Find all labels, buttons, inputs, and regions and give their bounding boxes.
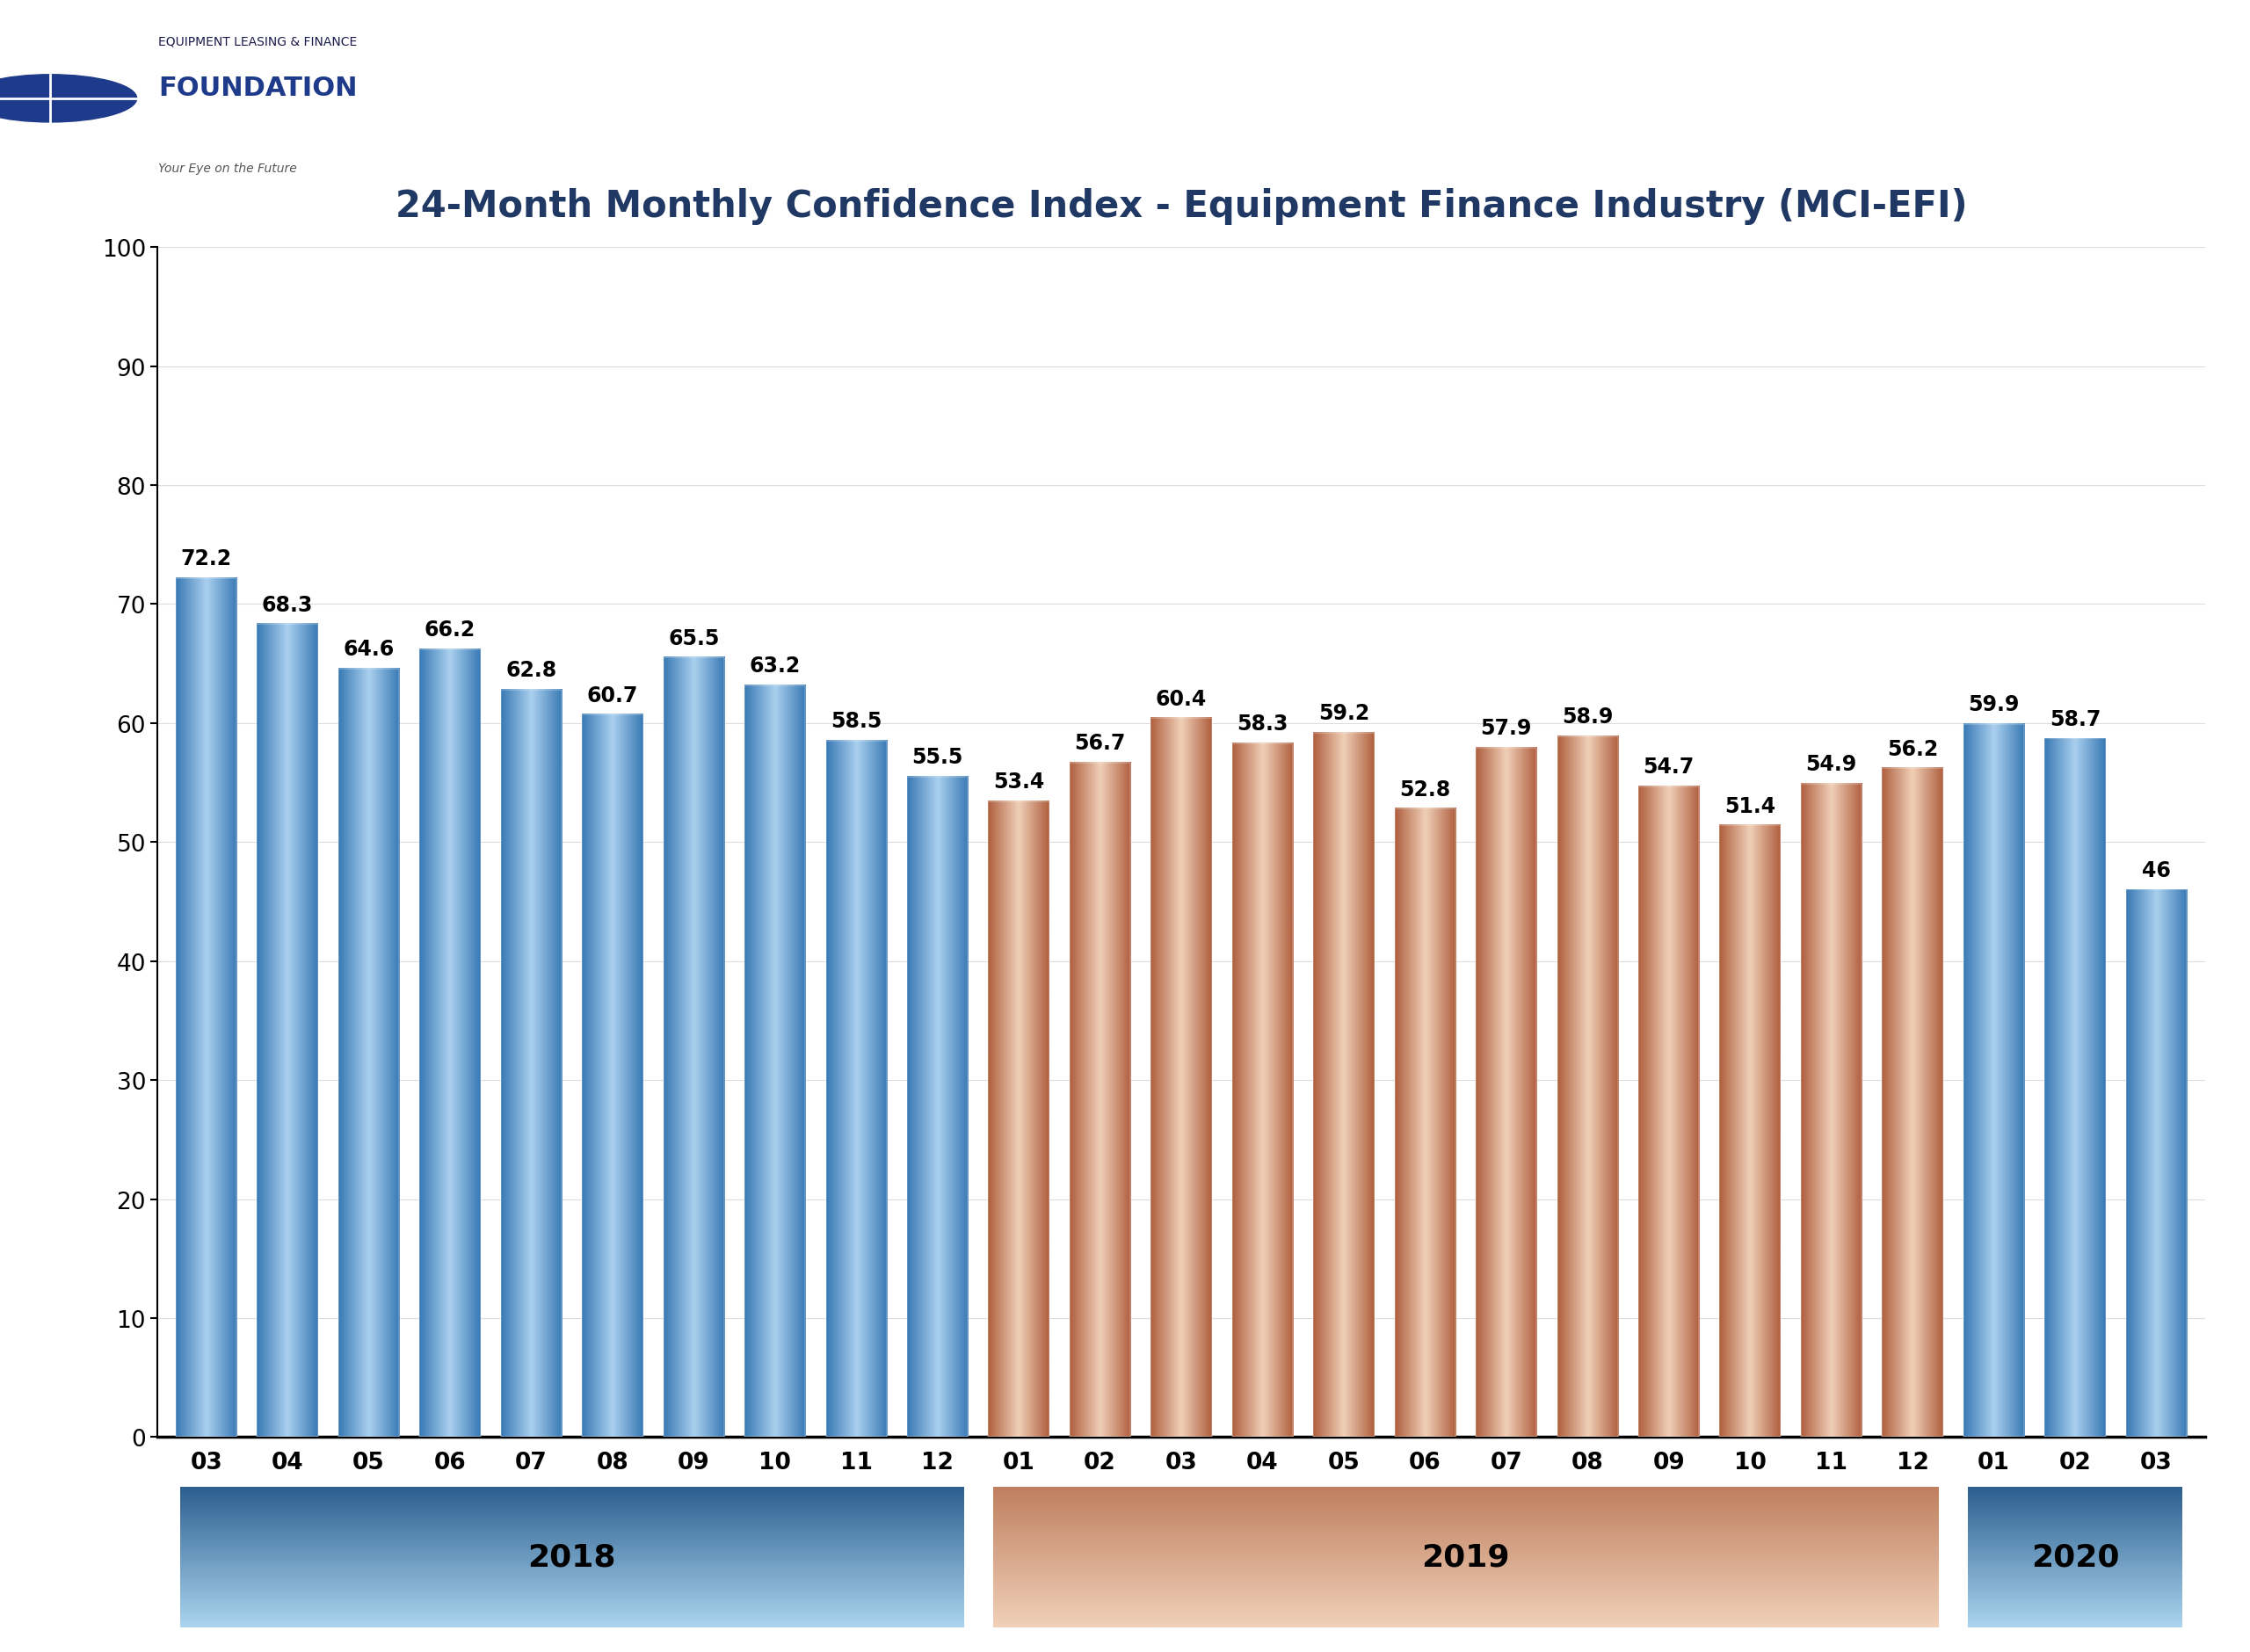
Text: FOUNDATION: FOUNDATION bbox=[158, 76, 358, 101]
Bar bbox=[338, 669, 398, 1437]
Bar bbox=[256, 624, 317, 1437]
Text: 60.7: 60.7 bbox=[587, 684, 639, 705]
Text: 52.8: 52.8 bbox=[1400, 778, 1451, 800]
Bar bbox=[1638, 786, 1699, 1437]
Text: 56.7: 56.7 bbox=[1073, 732, 1125, 753]
Bar bbox=[2126, 890, 2187, 1437]
Bar bbox=[418, 649, 481, 1437]
Bar bbox=[1314, 733, 1375, 1437]
Text: 68.3: 68.3 bbox=[261, 595, 313, 615]
Bar bbox=[1233, 743, 1294, 1437]
Title: 24-Month Monthly Confidence Index - Equipment Finance Industry (MCI-EFI): 24-Month Monthly Confidence Index - Equi… bbox=[396, 188, 1966, 225]
Bar bbox=[1557, 737, 1618, 1437]
Text: 2018: 2018 bbox=[529, 1541, 616, 1573]
Bar bbox=[1800, 785, 1861, 1437]
Bar bbox=[176, 578, 236, 1437]
Text: EQUIPMENT LEASING & FINANCE: EQUIPMENT LEASING & FINANCE bbox=[158, 36, 358, 48]
Text: 63.2: 63.2 bbox=[749, 654, 801, 676]
Bar bbox=[1881, 768, 1944, 1437]
Circle shape bbox=[0, 76, 137, 122]
Text: 2019: 2019 bbox=[1422, 1541, 1510, 1573]
Text: Your Eye on the Future: Your Eye on the Future bbox=[158, 162, 297, 175]
Bar bbox=[745, 686, 805, 1437]
Bar bbox=[1964, 725, 2025, 1437]
Text: 60.4: 60.4 bbox=[1157, 689, 1206, 709]
Bar bbox=[583, 715, 643, 1437]
Bar bbox=[1069, 763, 1130, 1437]
Bar bbox=[664, 657, 724, 1437]
Text: 58.7: 58.7 bbox=[2050, 709, 2102, 730]
Text: 54.9: 54.9 bbox=[1807, 753, 1856, 775]
Text: 66.2: 66.2 bbox=[425, 620, 475, 641]
Text: 58.9: 58.9 bbox=[1562, 705, 1613, 727]
Text: 56.2: 56.2 bbox=[1888, 738, 1937, 760]
Bar bbox=[826, 742, 887, 1437]
Bar bbox=[502, 691, 562, 1437]
Bar bbox=[1719, 826, 1780, 1437]
Text: 57.9: 57.9 bbox=[1480, 719, 1532, 738]
Text: 58.3: 58.3 bbox=[1238, 714, 1289, 733]
Text: 53.4: 53.4 bbox=[992, 771, 1044, 793]
Text: 51.4: 51.4 bbox=[1724, 795, 1775, 816]
Text: 59.9: 59.9 bbox=[1969, 694, 2020, 715]
Bar bbox=[1395, 809, 1456, 1437]
Text: 65.5: 65.5 bbox=[668, 628, 720, 649]
Text: 59.2: 59.2 bbox=[1318, 702, 1370, 724]
Text: 54.7: 54.7 bbox=[1642, 757, 1694, 776]
Text: 64.6: 64.6 bbox=[344, 638, 394, 659]
Text: 2020: 2020 bbox=[2032, 1541, 2120, 1573]
Text: 58.5: 58.5 bbox=[830, 710, 882, 732]
Text: 72.2: 72.2 bbox=[180, 548, 232, 568]
Text: 55.5: 55.5 bbox=[911, 747, 963, 768]
Bar bbox=[1476, 748, 1537, 1437]
Bar bbox=[907, 776, 968, 1437]
Bar bbox=[988, 803, 1048, 1437]
Bar bbox=[2045, 738, 2106, 1437]
Text: 62.8: 62.8 bbox=[506, 659, 556, 681]
Text: 46: 46 bbox=[2142, 859, 2171, 881]
Bar bbox=[1150, 719, 1213, 1437]
